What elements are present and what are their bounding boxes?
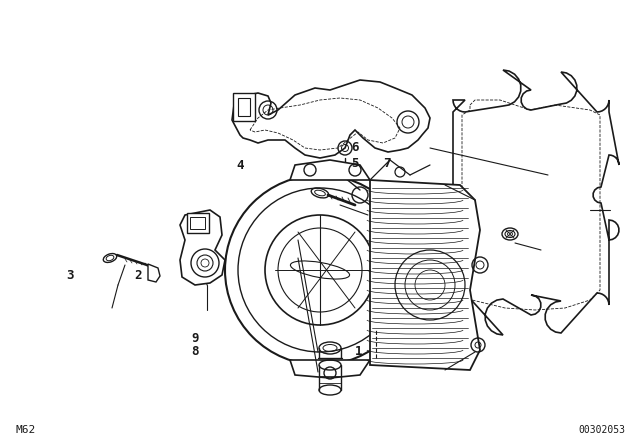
Polygon shape — [148, 264, 160, 282]
Bar — [238, 98, 250, 116]
Text: 5: 5 — [351, 157, 359, 170]
Text: 2: 2 — [134, 269, 141, 282]
Polygon shape — [370, 180, 480, 370]
Polygon shape — [180, 210, 225, 285]
Polygon shape — [290, 160, 370, 180]
Text: 8: 8 — [191, 345, 199, 358]
Text: 7: 7 — [383, 157, 391, 170]
Text: 00302053: 00302053 — [578, 425, 625, 435]
Polygon shape — [232, 80, 430, 158]
Polygon shape — [290, 360, 370, 378]
Bar — [187, 213, 209, 233]
Text: 6: 6 — [351, 141, 359, 155]
Polygon shape — [453, 70, 619, 335]
Bar — [233, 93, 255, 121]
Text: 9: 9 — [191, 332, 199, 345]
Text: 1: 1 — [355, 345, 362, 358]
Text: M62: M62 — [15, 425, 35, 435]
Text: 3: 3 — [67, 269, 74, 282]
Bar — [190, 217, 205, 229]
Text: 4: 4 — [236, 159, 244, 172]
